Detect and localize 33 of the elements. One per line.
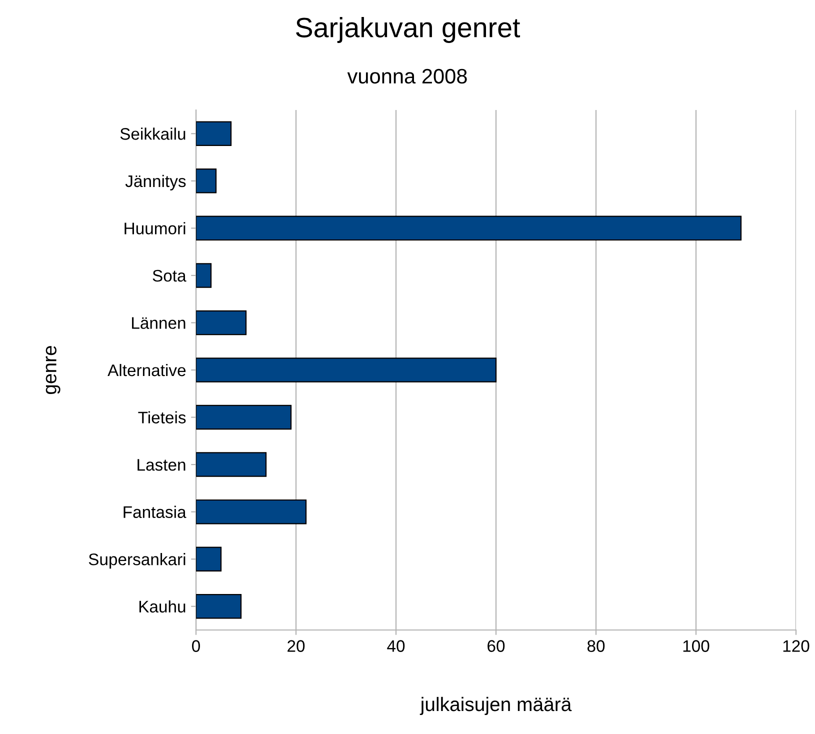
x-axis-title: julkaisujen määrä (420, 696, 572, 716)
x-tick-label: 100 (683, 640, 710, 652)
y-tick-label: Sota (152, 270, 186, 282)
y-tick-label: Alternative (108, 364, 186, 376)
bar (196, 121, 232, 146)
y-tick-label: Huumori (124, 222, 186, 234)
x-tick-label: 20 (288, 640, 305, 652)
x-tick-label: 0 (192, 640, 200, 652)
bar (196, 358, 497, 382)
bar (196, 594, 242, 619)
bar (196, 546, 222, 572)
y-tick-label: Supersankari (88, 553, 186, 569)
x-tick-label: 60 (488, 640, 505, 652)
chart-subtitle: vuonna 2008 (347, 68, 467, 84)
y-tick-label: Fantasia (124, 506, 186, 518)
y-tick-label: Lännen (132, 317, 186, 329)
y-tick-label: Seikkailu (120, 128, 186, 140)
x-tick-label: 120 (783, 640, 810, 652)
bar (196, 499, 307, 524)
bar (196, 216, 742, 241)
x-tick-label: 80 (587, 640, 605, 652)
y-tick-label: Jännitys (125, 174, 186, 190)
y-axis-title: genre (46, 346, 60, 394)
bar (196, 452, 267, 477)
chart-title: Sarjakuvan genret (296, 17, 520, 43)
bar (196, 168, 217, 194)
y-tick-label: Kauhu (139, 600, 186, 613)
y-tick-label: Lasten (138, 459, 186, 471)
bar (196, 404, 292, 430)
y-tick-label: Tieteis (138, 411, 186, 424)
bar (196, 263, 212, 288)
bar (196, 310, 247, 336)
x-tick-label: 40 (387, 640, 405, 652)
